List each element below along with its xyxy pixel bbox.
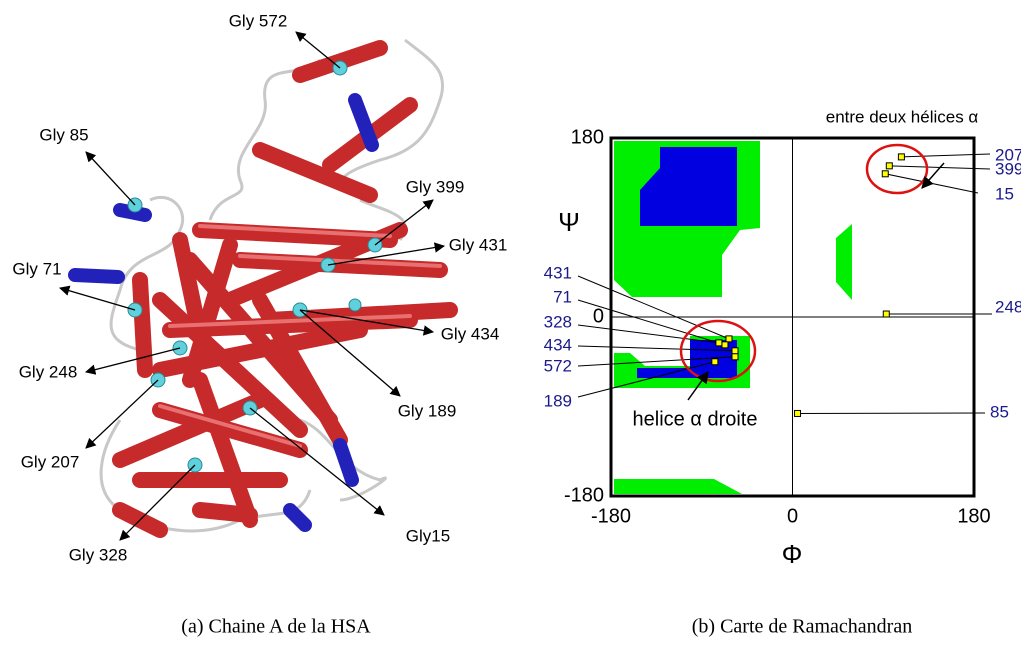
- arrow: [327, 242, 446, 266]
- point: [794, 409, 802, 417]
- x-axis-label: Φ: [782, 539, 803, 569]
- point: [885, 162, 893, 170]
- arrow: [249, 407, 385, 516]
- leader-line: [577, 356, 736, 367]
- arrow: [921, 162, 945, 189]
- point-label: 207: [995, 145, 1021, 164]
- leader-line: [577, 361, 715, 398]
- arrow: [687, 371, 709, 401]
- protein-structure: [68, 38, 458, 538]
- leader-line: [577, 345, 736, 352]
- ramachandran-regions: [614, 141, 852, 494]
- point: [882, 310, 890, 318]
- y-axis-label: Ψ: [558, 207, 580, 237]
- point: [731, 353, 739, 361]
- arrow: [299, 309, 401, 397]
- residue-label: Gly 431: [449, 235, 508, 254]
- leader-line: [901, 153, 991, 158]
- point-label: 328: [544, 312, 572, 331]
- leader-line: [577, 299, 726, 346]
- residue-label: Gly15: [406, 526, 450, 545]
- point-label: 71: [553, 287, 572, 306]
- point-label: 399: [995, 159, 1021, 178]
- point: [715, 339, 723, 347]
- arrow: [299, 309, 435, 336]
- residue-label: Gly 71: [12, 259, 61, 278]
- point-label: 248: [995, 297, 1021, 316]
- residue-label: Gly 572: [229, 11, 288, 30]
- point: [711, 358, 719, 366]
- residue-label: Gly 248: [19, 362, 78, 381]
- caption: (a) Chaine A de la HSA: [181, 616, 371, 638]
- coil: [99, 38, 445, 533]
- residue-label: Gly 434: [441, 324, 500, 343]
- arrow: [85, 379, 159, 449]
- point: [725, 335, 733, 343]
- point-label: 15: [995, 184, 1014, 203]
- y-tick-label: 180: [571, 126, 604, 148]
- arrow: [295, 31, 341, 69]
- point: [731, 347, 739, 355]
- residue-label: Gly 328: [69, 545, 128, 564]
- arrow: [374, 199, 434, 246]
- y-tick-label: 0: [593, 305, 604, 327]
- residue-label: Gly 207: [21, 452, 80, 471]
- highlight-circle: [865, 143, 929, 195]
- x-tick-label: 0: [787, 505, 798, 527]
- highlight-circle: [679, 319, 757, 383]
- point-label: 85: [990, 402, 1009, 421]
- point-label: 434: [544, 335, 572, 354]
- point: [897, 153, 905, 161]
- arrow: [84, 347, 181, 375]
- helices: [68, 40, 458, 538]
- arrow: [85, 151, 136, 206]
- leader-line: [577, 275, 730, 340]
- residue-label: Gly 189: [398, 401, 457, 420]
- caption: (b) Carte de Ramachandran: [692, 616, 912, 638]
- residue-label: Gly 85: [39, 125, 88, 144]
- arrow: [119, 464, 196, 541]
- x-tick-label: -180: [591, 505, 631, 527]
- point: [881, 170, 889, 178]
- y-tick-label: -180: [564, 484, 604, 506]
- annotation: helice α droite: [633, 408, 758, 430]
- point-label: 431: [544, 263, 572, 282]
- residue-label: Gly 399: [406, 177, 465, 196]
- leader-line: [577, 324, 719, 344]
- plot-frame: [609, 136, 976, 498]
- annotation: entre deux hélices α: [826, 107, 979, 126]
- point-label: 189: [544, 391, 572, 410]
- arrow: [59, 285, 136, 311]
- x-tick-label: 180: [957, 505, 990, 527]
- point: [721, 341, 729, 349]
- point-label: 572: [544, 356, 572, 375]
